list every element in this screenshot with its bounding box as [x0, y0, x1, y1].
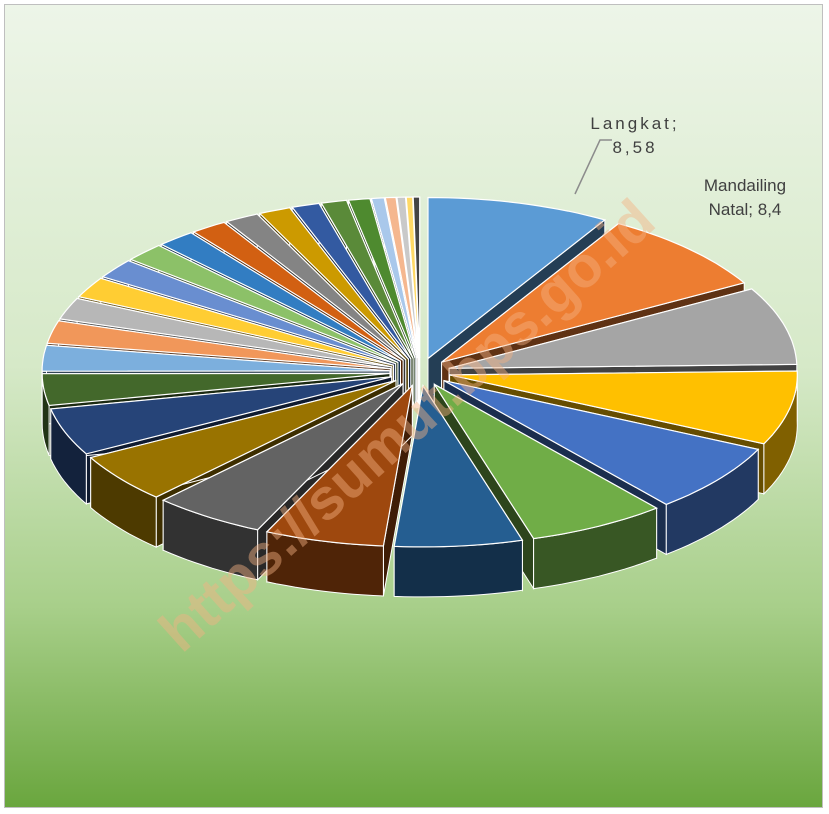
label-separator: ; [748, 200, 758, 219]
slice [161, 383, 404, 531]
slice [396, 196, 420, 359]
slice [89, 379, 397, 498]
slice [427, 196, 607, 360]
slice [291, 202, 412, 360]
slice [129, 244, 399, 363]
slice [265, 383, 414, 597]
slice [58, 297, 392, 368]
slice [77, 277, 394, 366]
label-value: 8,58 [612, 138, 658, 157]
slice [225, 213, 407, 361]
slice [159, 232, 401, 362]
slice [192, 221, 404, 361]
slice [448, 288, 798, 369]
slice-side [393, 539, 523, 598]
slice [393, 384, 524, 548]
slices [41, 196, 798, 598]
slice [265, 383, 414, 547]
slice [101, 260, 396, 365]
label-category: Mandailing Natal [703, 176, 787, 219]
slice [258, 207, 409, 360]
slice [433, 383, 659, 540]
leader-line [574, 139, 612, 195]
label-separator: ; [671, 114, 680, 133]
slice [320, 199, 414, 359]
slice [393, 384, 524, 598]
slice [441, 222, 746, 363]
slice [49, 376, 392, 455]
label-value: 8,4 [757, 200, 782, 219]
slice [41, 372, 390, 407]
slice [370, 197, 418, 359]
slice [384, 196, 419, 359]
slice [46, 320, 391, 370]
slice [41, 344, 390, 372]
slice [347, 197, 416, 359]
data-label: Langkat; 8,58 [575, 112, 695, 160]
slice [449, 370, 798, 445]
slice [443, 380, 760, 506]
label-category: Langkat [590, 114, 672, 133]
slice [405, 196, 420, 359]
data-label: Mandailing Natal; 8,4 [690, 174, 800, 222]
